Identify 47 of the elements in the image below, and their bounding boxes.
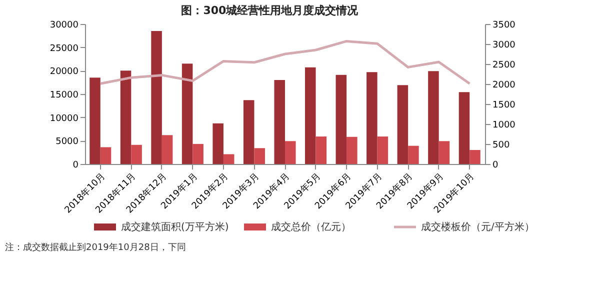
bar — [336, 74, 347, 164]
y2-tick-label: 3500 — [492, 20, 516, 30]
y2-tick-label: 3000 — [492, 40, 516, 50]
bar — [182, 64, 193, 164]
y-tick-label: 30000 — [50, 20, 79, 30]
bar — [305, 67, 316, 164]
y-tick-label: 0 — [72, 160, 79, 170]
bar — [120, 70, 132, 164]
y2-tick-label: 0 — [492, 160, 498, 170]
bar — [151, 31, 162, 164]
y-tick-label: 5000 — [56, 137, 79, 148]
y-tick-label: 10000 — [50, 114, 79, 124]
bar — [254, 148, 265, 164]
y-tick-label: 15000 — [50, 90, 79, 100]
bar — [316, 136, 327, 164]
chart-title: 图：300城经营性用地月度成交情况 — [181, 4, 360, 17]
legend-label: 成交楼板价（元/平方米） — [421, 221, 534, 233]
bar — [397, 85, 408, 164]
bar — [428, 71, 439, 164]
bar — [192, 144, 204, 164]
y-tick-label: 20000 — [50, 67, 79, 78]
bar — [408, 146, 419, 164]
legend-label: 成交建筑面积(万平方米) — [121, 221, 229, 233]
bar — [90, 78, 100, 164]
bar — [285, 141, 296, 164]
text: 注：成交数据截止到2019年10月28日，下同 — [5, 242, 186, 253]
y-tick-label: 25000 — [50, 44, 79, 54]
bar — [243, 100, 254, 164]
bar — [131, 144, 142, 164]
bar — [438, 141, 450, 164]
y2-tick-label: 1000 — [492, 120, 516, 130]
line-series — [99, 40, 471, 85]
bar — [458, 92, 470, 164]
bar — [223, 154, 234, 164]
y2-tick-label: 2000 — [492, 80, 516, 90]
bar — [470, 150, 480, 164]
bar — [212, 123, 224, 164]
bar — [377, 136, 388, 164]
bar — [100, 147, 112, 164]
y2-tick-label: 2500 — [492, 60, 516, 70]
bar — [274, 80, 285, 164]
bar — [346, 136, 358, 164]
legend-label: 成交总价（亿元） — [271, 221, 351, 233]
bar — [366, 72, 378, 164]
y2-tick-label: 500 — [492, 140, 510, 150]
bar — [162, 135, 173, 164]
y2-tick-label: 1500 — [492, 100, 516, 110]
